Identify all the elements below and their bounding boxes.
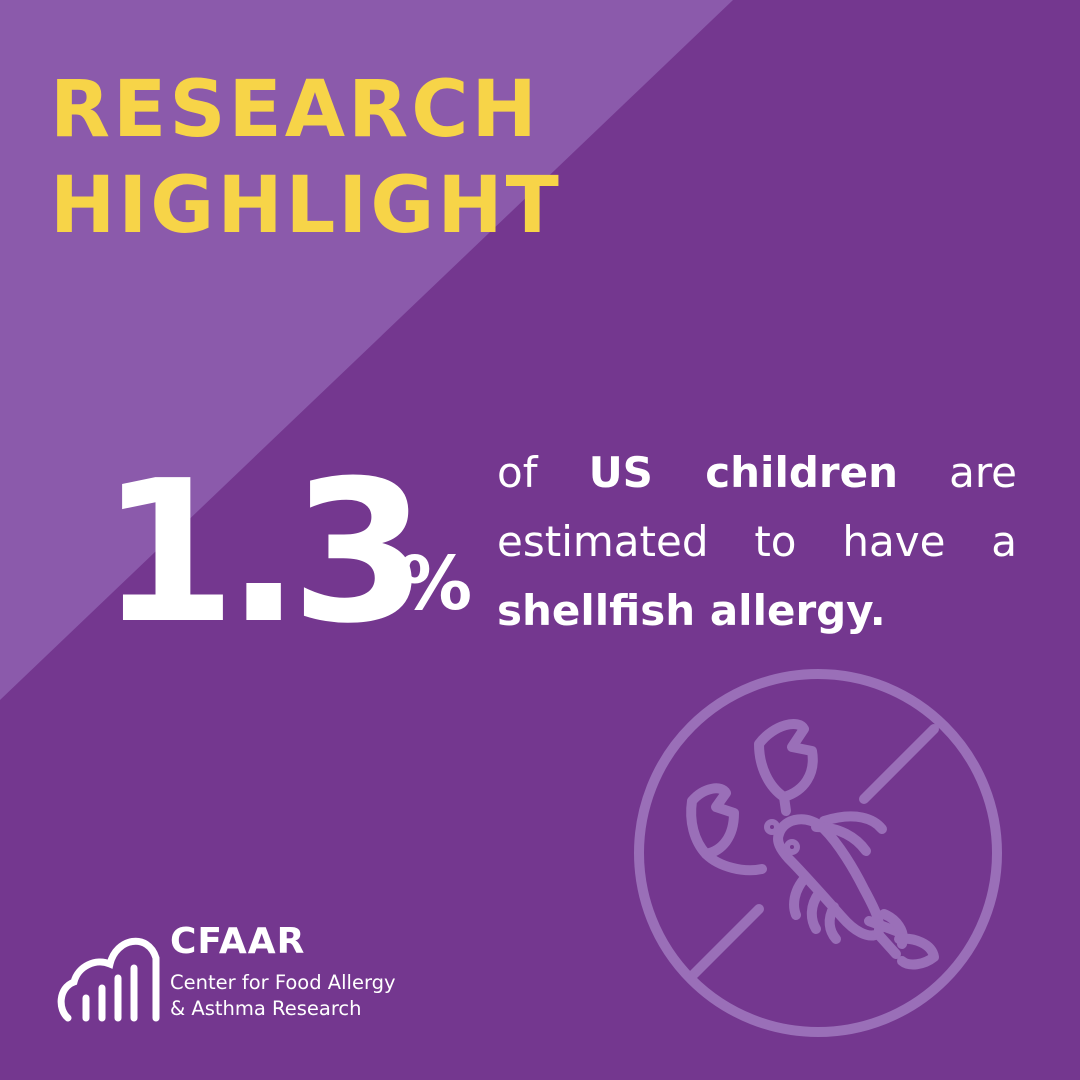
logo-name-line-2: & Asthma Research bbox=[170, 997, 362, 1020]
stat-unit: % bbox=[398, 541, 473, 627]
stat-description-line-2: estimated to have a bbox=[497, 517, 1017, 566]
cloud-bars-logo-icon bbox=[57, 937, 160, 1022]
headline-line-2: HIGHLIGHT bbox=[50, 161, 562, 251]
stat-description-line-3: shellfish allergy. bbox=[497, 586, 886, 635]
stat-text-verb: are bbox=[949, 448, 1018, 497]
headline-line-1: RESEARCH bbox=[50, 65, 540, 155]
stat-text-population: US children bbox=[588, 448, 899, 497]
stat-text-of: of bbox=[497, 448, 538, 497]
stat-description-line-1: of US children are bbox=[497, 438, 1017, 507]
no-shellfish-icon bbox=[634, 669, 1002, 1037]
cfaar-logo: CFAAR Center for Food Allergy & Asthma R… bbox=[56, 918, 436, 1028]
page-title: RESEARCH HIGHLIGHT bbox=[50, 62, 562, 254]
stat-description: of US children are estimated to have a s… bbox=[497, 438, 1017, 645]
background-diagonal-panel bbox=[0, 0, 733, 700]
logo-name-line-1: Center for Food Allergy bbox=[170, 971, 396, 994]
stat-value: 1.3 bbox=[100, 439, 427, 667]
logo-abbreviation: CFAAR bbox=[170, 921, 306, 962]
logo-organization-name: Center for Food Allergy & Asthma Researc… bbox=[170, 970, 396, 1022]
